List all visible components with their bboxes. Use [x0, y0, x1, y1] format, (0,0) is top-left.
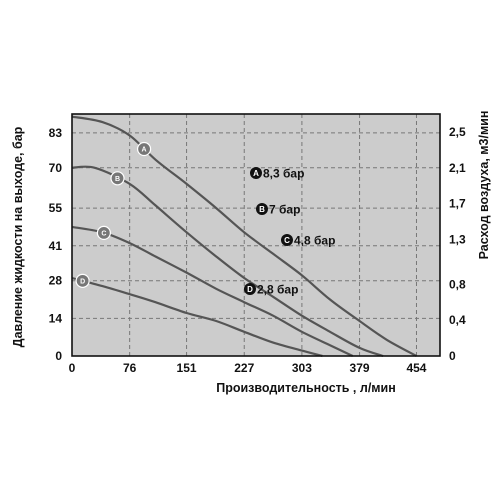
x-tick-label: 76: [123, 361, 137, 375]
y2-tick-label: 1,7: [449, 197, 466, 211]
curve-marker-circle: [136, 141, 152, 157]
series-line-c: [71, 225, 354, 357]
y-tick-label: 55: [49, 201, 63, 215]
legend-item-a: A 8,3 бар: [250, 166, 304, 180]
x-tick-labels: 0 76 151 227 303 379 454: [69, 361, 427, 375]
legend-item-d: D 2,8 бар: [244, 282, 298, 296]
y-tick-label: 41: [49, 239, 63, 253]
legend-marker-letter: B: [259, 205, 265, 214]
y2-tick-label: 0: [449, 349, 456, 363]
legend-item-c: C 4,8 бар: [281, 233, 335, 247]
y2-tick-label: 2,5: [449, 125, 466, 139]
curve-markers: A B C D: [75, 141, 152, 288]
curve-marker-d: D: [75, 273, 90, 288]
y-tick-label: 14: [49, 311, 63, 325]
curve-marker-circle: [110, 171, 125, 186]
legend-text: 2,8 бар: [257, 282, 298, 296]
x-tick-label: 227: [234, 361, 254, 375]
y-tick-labels: 0 14 28 41 55 70 83: [49, 126, 63, 363]
y2-tick-label: 2,1: [449, 161, 466, 175]
y2-tick-label: 0,4: [449, 313, 466, 327]
legend-text: 8,3 бар: [263, 166, 304, 180]
plot-area: [72, 114, 440, 356]
y2-tick-labels: 0 0,4 0,8 1,3 1,7 2,1 2,5: [449, 125, 466, 363]
legend-marker-letter: A: [253, 169, 259, 178]
legend-text: 4,8 бар: [294, 233, 335, 247]
curve-marker-b: B: [110, 171, 125, 186]
x-tick-label: 151: [177, 361, 197, 375]
x-tick-label: 379: [350, 361, 370, 375]
legend-marker-circle: [250, 167, 262, 179]
legend-marker-letter: C: [284, 236, 290, 245]
y-tick-label: 0: [55, 349, 62, 363]
y-axis-title: Давление жидкости на выходе, бар: [11, 126, 25, 347]
curve-marker-letter: C: [101, 231, 106, 238]
legend-item-b: B 7 бар: [256, 202, 300, 216]
curve-marker-circle: [96, 225, 111, 241]
y-tick-label: 83: [49, 126, 63, 140]
legend: A 8,3 бар B 7 бар C 4,8 бар D 2,8 бар: [244, 166, 335, 296]
x-tick-label: 303: [292, 361, 312, 375]
x-tick-label: 454: [406, 361, 426, 375]
curve-marker-a: A: [136, 141, 152, 157]
legend-marker-letter: D: [247, 285, 253, 294]
y-tick-label: 70: [49, 161, 63, 175]
series-line-d: [71, 276, 323, 358]
series-line-a: [71, 115, 418, 357]
legend-text: 7 бар: [269, 202, 300, 216]
y2-tick-label: 1,3: [449, 232, 466, 246]
y-tick-label: 28: [49, 274, 63, 288]
series-line-b: [71, 165, 384, 358]
legend-marker-circle: [256, 203, 268, 215]
legend-marker-circle: [244, 283, 256, 295]
x-axis-title: Производительность , л/мин: [216, 381, 396, 395]
curve-marker-letter: A: [142, 147, 147, 154]
plot-frame: [71, 113, 441, 357]
curve-marker-c: C: [96, 225, 111, 241]
y2-tick-label: 0,8: [449, 277, 466, 291]
legend-marker-circle: [281, 234, 293, 246]
y2-axis-title: Расход воздуха, м3/мин: [477, 111, 491, 260]
curve-marker-letter: D: [80, 278, 85, 285]
curve-marker-circle: [75, 273, 90, 288]
curve-marker-letter: B: [115, 176, 120, 183]
x-tick-label: 0: [69, 361, 76, 375]
series-lines: [71, 115, 418, 358]
